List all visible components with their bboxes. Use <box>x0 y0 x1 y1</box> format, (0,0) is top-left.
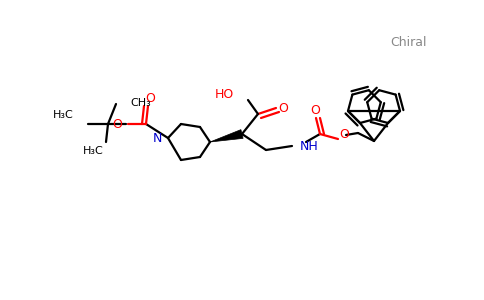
Text: H₃C: H₃C <box>83 146 104 156</box>
Text: O: O <box>339 128 349 140</box>
Text: NH: NH <box>300 140 319 154</box>
Text: N: N <box>152 131 162 145</box>
Text: O: O <box>112 118 122 130</box>
Text: O: O <box>145 92 155 104</box>
Text: O: O <box>310 103 320 116</box>
Text: Chiral: Chiral <box>390 35 426 49</box>
Text: CH₃: CH₃ <box>130 98 151 108</box>
Polygon shape <box>210 130 243 142</box>
Text: HO: HO <box>215 88 234 101</box>
Text: O: O <box>278 101 288 115</box>
Text: H₃C: H₃C <box>53 110 74 120</box>
